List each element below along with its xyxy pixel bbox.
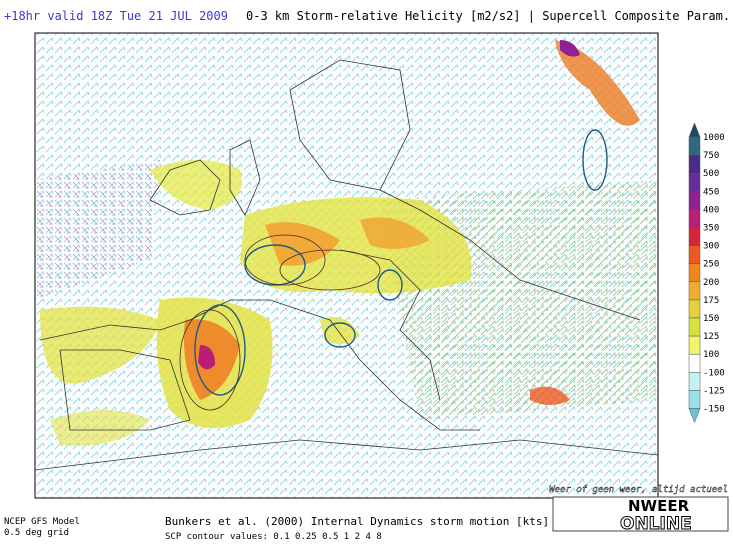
scp-label: SCP contour values: 0.1 0.25 0.5 1 2 4 8 [165, 532, 382, 542]
map-frame [34, 32, 659, 499]
colorbar-band [688, 353, 701, 373]
colorbar-band [688, 372, 701, 391]
colorbar-label: 450 [703, 187, 719, 197]
colorbar-band [688, 191, 701, 210]
colorbar-band [688, 299, 701, 319]
map-area [35, 33, 658, 498]
logo-line1: NWEER [628, 497, 690, 515]
colorbar-band [688, 263, 701, 283]
colorbar-band [688, 154, 701, 174]
colorbar-label: -150 [703, 405, 725, 415]
colorbar-band [688, 209, 701, 228]
colorbar-label: 100 [703, 350, 719, 360]
colorbar-band [688, 317, 701, 337]
grid-label: 0.5 deg grid [4, 528, 69, 538]
colorbar-band [688, 245, 701, 264]
logo: Weer of geen weer, altijd actueel NWEER … [549, 485, 729, 535]
map-title: 0-3 km Storm-relative Helicity [m2/s2] |… [246, 9, 733, 23]
colorbar-band [688, 281, 701, 301]
colorbar-label: 150 [703, 314, 719, 324]
colorbar-label: 250 [703, 260, 719, 270]
logo-line2: ONLINE [620, 514, 692, 534]
colorbar-cap [688, 122, 701, 138]
colorbar-label: 750 [703, 151, 719, 161]
colorbar-label: 1000 [703, 133, 725, 143]
colorbar-label: 300 [703, 242, 719, 252]
colorbar-band [688, 227, 701, 246]
logo-slogan: Weer of geen weer, altijd actueel [549, 485, 728, 495]
colorbar-label: 350 [703, 224, 719, 234]
colorbar-label: -100 [703, 368, 725, 378]
colorbar-label: 400 [703, 205, 719, 215]
colorbar-label: 500 [703, 169, 719, 179]
colorbar-band [688, 390, 701, 409]
colorbar-cap [688, 408, 701, 424]
colorbar-label: 175 [703, 296, 719, 306]
motion-label: Bunkers et al. (2000) Internal Dynamics … [165, 515, 549, 528]
colorbar-label: 125 [703, 332, 719, 342]
model-label: NCEP GFS Model [4, 517, 80, 527]
colorbar-band [688, 172, 701, 192]
colorbar-band [688, 335, 701, 355]
colorbar-band [688, 136, 701, 156]
colorbar-label: 200 [703, 278, 719, 288]
colorbar: 1000 750 500 450 400 350 300 250 200 175 150 125 100… [688, 122, 725, 424]
colorbar-label: -125 [703, 386, 725, 396]
valid-time: +18hr valid 18Z Tue 21 JUL 2009 [4, 9, 228, 23]
